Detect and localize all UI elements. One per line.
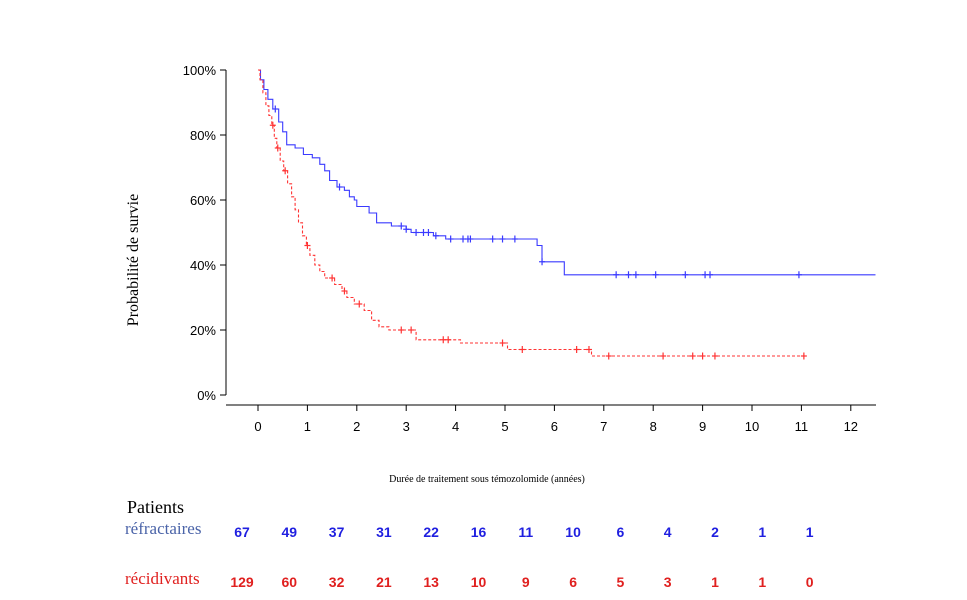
risk-count: 10	[565, 524, 581, 540]
censor-mark	[403, 225, 410, 233]
risk-count: 1	[711, 574, 719, 590]
risk-count: 10	[470, 574, 487, 590]
axes: 0%20%40%60%80%100%0 1 2 3 4 5 6 7 8 9 10 11 12	[183, 63, 876, 434]
censor-mark	[398, 326, 405, 334]
censor-mark	[304, 242, 311, 249]
censor-mark	[511, 235, 518, 243]
censor-mark	[398, 222, 405, 230]
censor-mark	[413, 229, 420, 236]
risk-count: 16	[470, 524, 487, 540]
censor-mark	[707, 271, 714, 279]
censor-mark	[329, 274, 336, 282]
censor-mark	[613, 271, 620, 279]
risk-count: 1	[758, 574, 767, 590]
censor-mark	[660, 352, 667, 360]
risk-count: 6	[616, 524, 625, 540]
x-tick-label: 0	[254, 419, 261, 434]
y-tick-label: 40%	[190, 258, 216, 273]
censor-mark	[499, 339, 506, 347]
censor-mark	[408, 326, 415, 334]
censor-mark	[605, 352, 612, 360]
censor-mark	[447, 235, 454, 243]
risk-count: 31	[376, 524, 392, 540]
risk-row-label: récidivants	[125, 569, 200, 588]
censor-mark	[341, 287, 348, 295]
risk-count: 11	[518, 524, 534, 540]
risk-count: 129	[230, 574, 254, 590]
censor-mark	[425, 229, 432, 236]
x-tick-label: 2	[353, 419, 360, 434]
x-tick-label: 3	[403, 419, 410, 434]
x-tick-label: 11	[795, 419, 809, 434]
censor-mark	[652, 271, 659, 279]
x-tick-label: 12	[844, 419, 858, 434]
censor-mark	[795, 271, 802, 279]
risk-count: 5	[616, 574, 625, 590]
x-tick-label: 8	[650, 419, 657, 434]
censor-mark	[274, 144, 281, 152]
y-tick-label: 100%	[183, 63, 217, 78]
risk-count: 9	[521, 574, 530, 590]
censor-mark	[489, 235, 496, 243]
censor-mark	[282, 167, 289, 175]
x-tick-label: 1	[304, 419, 311, 434]
y-tick-label: 20%	[190, 323, 216, 338]
risk-count: 60	[281, 574, 298, 590]
series-line-0	[258, 69, 876, 276]
censor-mark	[585, 346, 592, 353]
censor-mark	[682, 271, 689, 279]
risk-count: 37	[328, 524, 345, 540]
censor-mark	[356, 300, 363, 308]
series-layer	[258, 69, 876, 360]
censor-mark	[519, 346, 526, 353]
y-tick-label: 80%	[190, 128, 216, 143]
risk-count: 0	[805, 574, 814, 590]
censor-mark	[336, 183, 343, 191]
censor-mark	[632, 271, 639, 279]
risk-count: 32	[328, 574, 345, 590]
censor-mark	[800, 352, 807, 360]
risk-count: 4	[663, 524, 672, 540]
censor-mark	[445, 336, 452, 344]
x-tick-label: 6	[551, 419, 558, 434]
censor-mark	[625, 271, 632, 279]
risk-count: 13	[423, 574, 439, 590]
risk-count: 22	[423, 524, 439, 540]
x-tick-label: 9	[699, 419, 706, 434]
censor-mark	[711, 352, 718, 360]
y-axis-label: Probabilité de survie	[125, 194, 142, 326]
y-tick-label: 60%	[190, 193, 216, 208]
censor-mark	[499, 235, 506, 243]
censor-mark	[689, 352, 696, 360]
censor-mark	[467, 235, 474, 243]
censor-mark	[699, 352, 706, 360]
censor-mark	[432, 232, 439, 240]
x-tick-label: 5	[501, 419, 508, 434]
risk-table-title: Patients	[127, 497, 184, 517]
risk-count: 21	[376, 574, 392, 590]
censor-mark	[539, 258, 546, 266]
risk-count: 3	[663, 574, 672, 590]
risk-count: 67	[234, 524, 250, 540]
censor-mark	[272, 105, 279, 113]
x-tick-label: 10	[745, 419, 759, 434]
risk-count: 1	[758, 524, 767, 540]
y-tick-label: 0%	[197, 388, 216, 403]
x-tick-label: 4	[452, 419, 459, 434]
risk-count: 2	[711, 524, 719, 540]
x-tick-label: 7	[600, 419, 607, 434]
risk-count: 1	[805, 524, 814, 540]
censor-mark	[269, 121, 276, 129]
x-axis-label: Durée de traitement sous témozolomide (a…	[389, 474, 585, 485]
risk-count: 6	[569, 574, 577, 590]
risk-count: 49	[281, 524, 298, 540]
series-line-1	[258, 69, 802, 357]
censor-mark	[573, 346, 580, 353]
risk-row-label: réfractaires	[125, 519, 202, 538]
